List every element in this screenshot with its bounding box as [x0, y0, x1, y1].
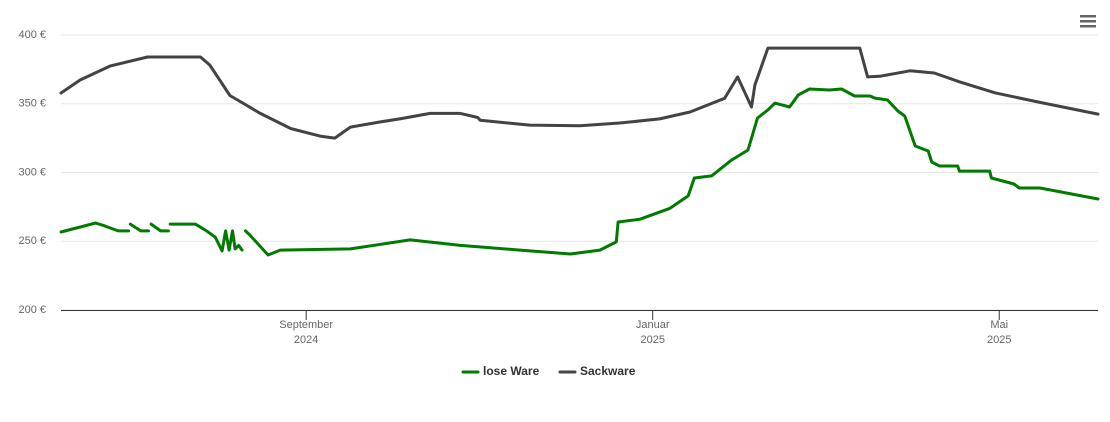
- series-line: [59, 87, 1100, 257]
- menu-bar: [1080, 20, 1096, 23]
- legend-label[interactable]: Sackware: [580, 364, 636, 378]
- x-tick-label: Januar 2025: [635, 319, 670, 346]
- y-tick-label: 300 €: [18, 166, 46, 178]
- y-tick-label: 200 €: [18, 304, 46, 316]
- x-tick-label: Mai 2025: [986, 319, 1012, 346]
- legend-label[interactable]: lose Ware: [483, 364, 540, 378]
- x-tick-label: September 2024: [279, 319, 334, 346]
- menu-bar: [1080, 15, 1096, 18]
- y-tick-label: 250 €: [18, 235, 46, 247]
- y-tick-label: 400 €: [18, 29, 46, 41]
- menu-button[interactable]: [1080, 15, 1096, 28]
- series-line: [59, 46, 1100, 140]
- y-tick-label: 350 €: [18, 98, 46, 110]
- menu-bar: [1080, 25, 1096, 28]
